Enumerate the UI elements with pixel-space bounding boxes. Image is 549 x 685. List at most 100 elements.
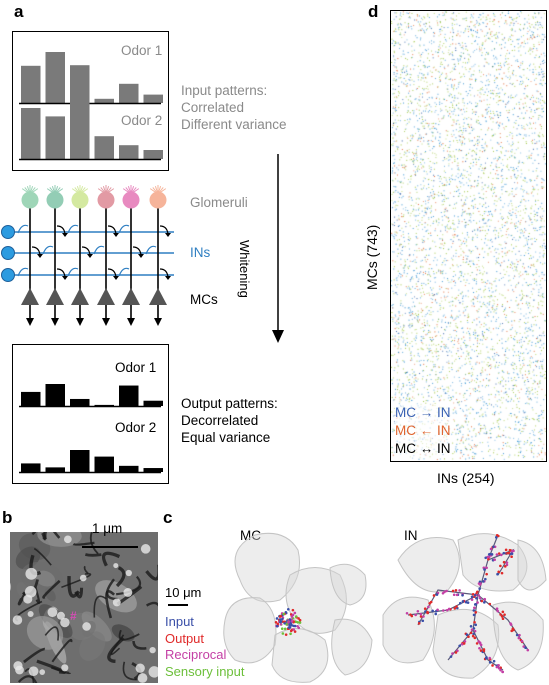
in-synapse	[431, 609, 434, 613]
mc-to-in-connection	[159, 268, 169, 278]
whitening-label: Whitening	[237, 240, 252, 298]
mc-synapse	[290, 623, 293, 627]
matrix-legend: MC → IN MC ← IN MC ↔ IN	[395, 404, 451, 458]
em-micrograph: #	[10, 532, 158, 683]
in-synapse	[458, 601, 462, 605]
in-synapse	[470, 595, 474, 599]
in-synapse	[423, 607, 427, 610]
em-membrane-line	[72, 541, 95, 546]
in-synapse	[417, 622, 421, 625]
in-synapse	[488, 552, 492, 556]
in-synapse	[479, 582, 482, 585]
input-bars-svg	[19, 52, 163, 161]
in-synapse	[474, 623, 477, 627]
in-synapse	[510, 555, 513, 559]
in-to-mc-connection	[42, 245, 54, 255]
input-odor2-bar	[119, 145, 139, 159]
in-synapse	[497, 666, 501, 670]
input-caption-line-1: Input patterns:	[181, 83, 268, 98]
whitening-arrow	[272, 154, 284, 343]
in-synapse	[492, 545, 495, 549]
em-vesicle	[79, 574, 87, 582]
em-membrane-line	[42, 579, 61, 599]
output-odor1-label: Odor 1	[115, 360, 157, 375]
input-odor1-bar	[70, 65, 90, 103]
mc-synapse	[278, 615, 282, 618]
em-membrane-blob	[95, 580, 137, 613]
mc-synapse	[297, 617, 300, 620]
mc-synapse	[291, 608, 295, 612]
output-caption: Output patterns: Decorrelated Equal vari…	[181, 395, 278, 446]
mc-synapse	[278, 618, 282, 621]
in-synapse	[452, 593, 456, 597]
mc-cell-body-outline	[223, 597, 277, 664]
em-membrane-blob	[10, 578, 12, 595]
in-synapse	[494, 536, 498, 539]
in-synapse	[489, 547, 493, 551]
in-synapse	[410, 614, 414, 618]
in-synapse	[482, 649, 486, 653]
in-synapse	[419, 615, 423, 618]
mc-cell-body-outline	[271, 628, 329, 683]
in-synapse	[458, 589, 461, 592]
in-synapse	[482, 580, 485, 583]
in-synapse	[496, 534, 500, 538]
in-synapse	[478, 646, 481, 650]
mc-output-arrowhead	[76, 318, 84, 326]
in-synapse	[497, 570, 500, 574]
in-synapse	[473, 603, 477, 606]
in-synapse	[472, 609, 476, 612]
em-membrane-line	[93, 595, 107, 618]
glomerulus	[46, 191, 64, 209]
matrix-x-label: INs (254)	[437, 470, 495, 486]
in-synapse	[472, 632, 475, 636]
recon-scale-bar	[168, 604, 188, 606]
input-caption: Input patterns: Correlated Different var…	[181, 82, 287, 133]
mc-output-arrowhead	[127, 318, 135, 326]
in-synapse	[454, 651, 458, 654]
in-synapse	[486, 555, 490, 559]
in-cell-body-outline	[382, 596, 435, 664]
mc-to-in-connection	[56, 268, 66, 278]
em-vesicle	[39, 669, 46, 675]
in-synapse	[465, 633, 469, 637]
input-odor1-bar	[21, 65, 41, 103]
in-synapse	[467, 635, 470, 638]
input-odor2-bar	[94, 136, 114, 159]
in-to-mc-connection	[67, 267, 79, 277]
em-vesicle	[82, 622, 91, 631]
network-diagram	[1, 185, 174, 326]
em-membrane-line	[115, 566, 126, 588]
mc-to-in-connection	[81, 246, 91, 256]
em-membrane-line	[44, 626, 60, 641]
mc-synapse	[279, 622, 283, 626]
em-vesicle	[56, 611, 65, 620]
in-synapse	[503, 565, 507, 568]
output-odor2-label: Odor 2	[115, 420, 157, 435]
glomeruli-label: Glomeruli	[190, 195, 248, 210]
mc-synapse	[283, 627, 287, 631]
in-synapse	[483, 568, 486, 571]
mc-synapse	[276, 624, 279, 628]
mc-cell-body-outline	[285, 567, 347, 634]
in-synapse	[492, 659, 496, 663]
input-caption-line-2: Correlated	[181, 100, 245, 115]
mc-synapse	[276, 622, 280, 626]
in-synapse	[478, 596, 482, 600]
in-synapse	[479, 649, 483, 652]
in-synapse	[499, 553, 503, 557]
mc-synapse	[290, 615, 294, 618]
mc-synapse	[298, 621, 302, 624]
in-cell-body-outline	[457, 533, 528, 592]
in-synapse	[436, 608, 439, 612]
legend-sensory-input: Sensory input	[165, 663, 245, 679]
mc-synapse	[294, 620, 298, 624]
em-membrane-line	[50, 666, 72, 675]
in-synapse	[473, 636, 477, 640]
output-odor2-bar	[143, 468, 163, 472]
in-to-mc-connection	[145, 245, 157, 255]
in-synapse	[515, 633, 519, 637]
em-membrane-line	[41, 532, 47, 541]
in-synapse	[507, 551, 511, 555]
in-synapse	[466, 601, 470, 604]
